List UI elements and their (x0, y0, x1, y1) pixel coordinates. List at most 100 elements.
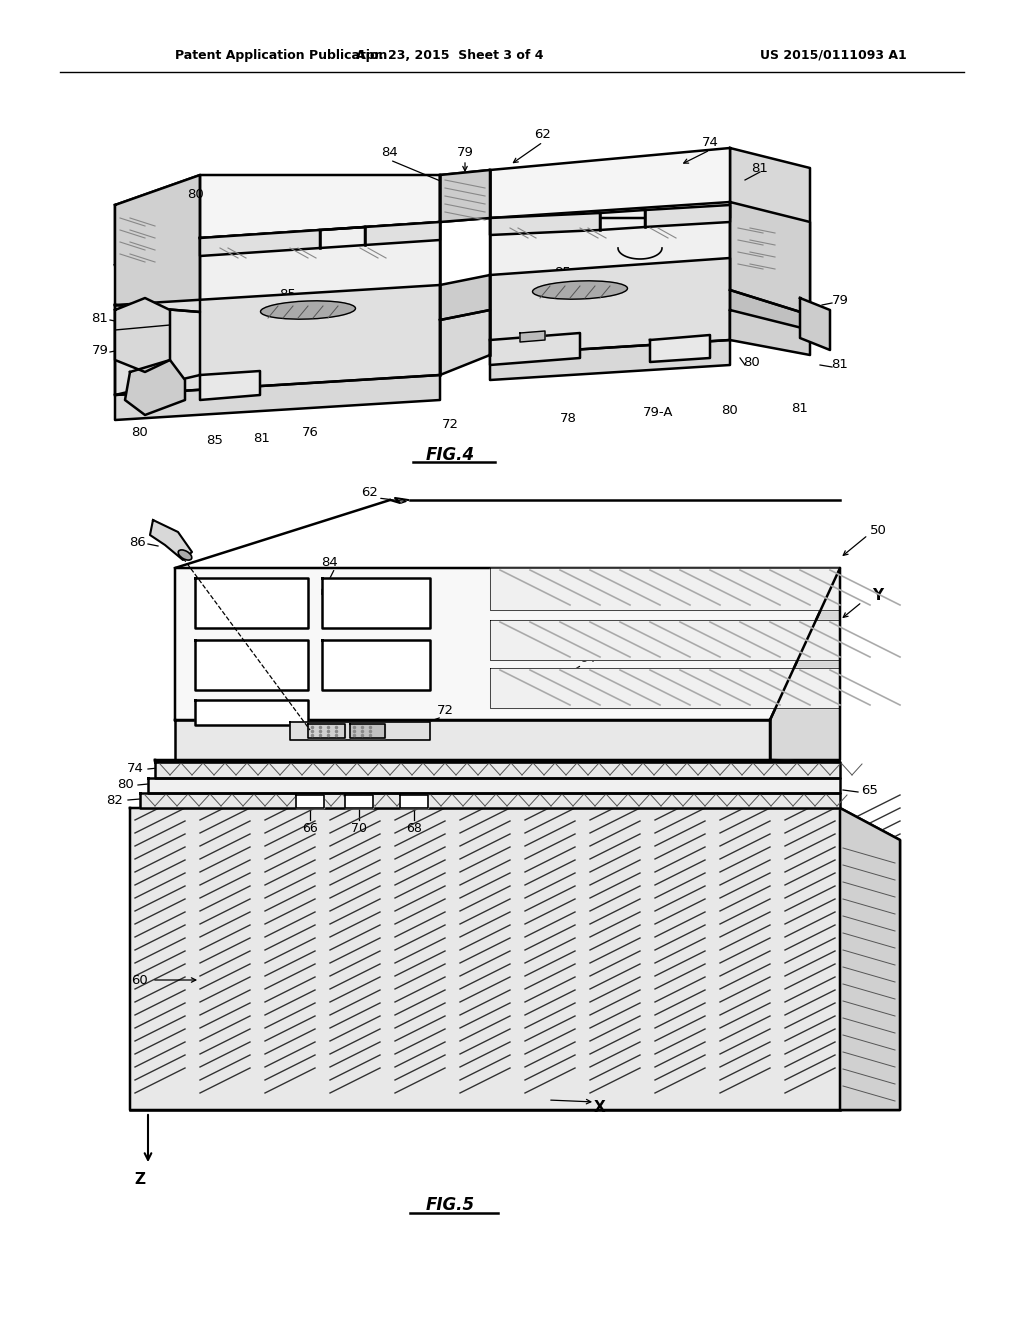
Polygon shape (115, 176, 200, 312)
Polygon shape (490, 568, 840, 610)
Text: 84: 84 (382, 147, 398, 160)
Text: 85: 85 (555, 265, 571, 279)
Text: 72: 72 (441, 418, 459, 432)
Polygon shape (296, 795, 324, 808)
Polygon shape (490, 202, 730, 294)
Text: 79: 79 (831, 293, 849, 306)
Text: Apr. 23, 2015  Sheet 3 of 4: Apr. 23, 2015 Sheet 3 of 4 (356, 49, 544, 62)
Polygon shape (730, 148, 810, 315)
Polygon shape (490, 333, 580, 366)
Polygon shape (520, 331, 545, 342)
Text: Y: Y (872, 587, 884, 602)
Polygon shape (115, 176, 200, 265)
Polygon shape (350, 723, 385, 738)
Polygon shape (155, 760, 840, 762)
Ellipse shape (532, 281, 628, 300)
Polygon shape (440, 275, 490, 319)
Polygon shape (650, 335, 710, 362)
Text: 65: 65 (861, 784, 879, 796)
Text: 68: 68 (407, 821, 422, 834)
Polygon shape (322, 640, 430, 690)
Text: 79: 79 (457, 147, 473, 160)
Polygon shape (490, 341, 730, 380)
Text: 80: 80 (186, 189, 204, 202)
Text: 74: 74 (701, 136, 719, 149)
Text: 81: 81 (91, 312, 109, 325)
Text: X: X (594, 1101, 606, 1115)
Polygon shape (490, 668, 840, 708)
Polygon shape (645, 205, 730, 227)
Polygon shape (730, 202, 810, 315)
Text: 80: 80 (450, 284, 466, 297)
Polygon shape (195, 578, 308, 628)
Polygon shape (800, 298, 830, 350)
Polygon shape (195, 700, 308, 725)
Polygon shape (200, 176, 440, 238)
Polygon shape (730, 310, 810, 355)
Text: 62: 62 (361, 486, 379, 499)
Text: 62: 62 (535, 128, 552, 141)
Polygon shape (308, 723, 345, 738)
Polygon shape (840, 808, 900, 1110)
Text: W: W (271, 711, 285, 725)
Text: FIG.4: FIG.4 (425, 446, 474, 465)
Polygon shape (140, 793, 840, 808)
Polygon shape (490, 213, 600, 235)
Text: 79-A: 79-A (643, 407, 673, 420)
Text: 85: 85 (207, 433, 223, 446)
Polygon shape (200, 371, 260, 400)
Text: 81: 81 (752, 161, 768, 174)
Text: 64: 64 (580, 652, 596, 664)
Text: 72: 72 (436, 704, 454, 717)
Text: FIG.5: FIG.5 (425, 1196, 474, 1214)
Polygon shape (115, 298, 170, 372)
Polygon shape (195, 640, 308, 690)
Polygon shape (175, 719, 770, 760)
Polygon shape (115, 305, 200, 395)
Text: 80: 80 (722, 404, 738, 417)
Text: 50: 50 (869, 524, 887, 536)
Text: 78: 78 (559, 412, 577, 425)
Text: Patent Application Publication: Patent Application Publication (175, 49, 387, 62)
Polygon shape (200, 222, 440, 312)
Polygon shape (770, 568, 840, 760)
Text: 74: 74 (127, 763, 143, 776)
Polygon shape (490, 148, 730, 218)
Polygon shape (440, 170, 490, 222)
Text: 81: 81 (254, 432, 270, 445)
Text: 76: 76 (301, 426, 318, 440)
Text: 85: 85 (280, 289, 296, 301)
Polygon shape (125, 360, 185, 414)
Polygon shape (175, 568, 840, 719)
Text: 84: 84 (322, 556, 338, 569)
Text: 82: 82 (106, 793, 124, 807)
Text: 79: 79 (91, 343, 109, 356)
Text: US 2015/0111093 A1: US 2015/0111093 A1 (760, 49, 906, 62)
Text: 60: 60 (132, 974, 148, 986)
Polygon shape (155, 762, 840, 777)
Polygon shape (440, 170, 490, 222)
Text: 81: 81 (792, 401, 808, 414)
Text: 80: 80 (132, 425, 148, 438)
Text: 80: 80 (743, 355, 761, 368)
Polygon shape (200, 230, 319, 256)
Text: Z: Z (134, 1172, 145, 1188)
Polygon shape (115, 285, 440, 395)
Ellipse shape (260, 301, 355, 319)
Ellipse shape (178, 550, 191, 560)
Polygon shape (365, 222, 440, 246)
Polygon shape (730, 290, 810, 341)
Polygon shape (490, 257, 730, 355)
Text: 80: 80 (117, 779, 133, 792)
Polygon shape (345, 795, 373, 808)
Text: 66: 66 (302, 821, 317, 834)
Text: 70: 70 (351, 821, 367, 834)
Polygon shape (322, 578, 430, 628)
Polygon shape (148, 777, 840, 793)
Polygon shape (115, 375, 440, 420)
Text: 86: 86 (130, 536, 146, 549)
Text: 81: 81 (831, 359, 849, 371)
Polygon shape (440, 310, 490, 375)
Polygon shape (150, 520, 193, 560)
Polygon shape (400, 795, 428, 808)
